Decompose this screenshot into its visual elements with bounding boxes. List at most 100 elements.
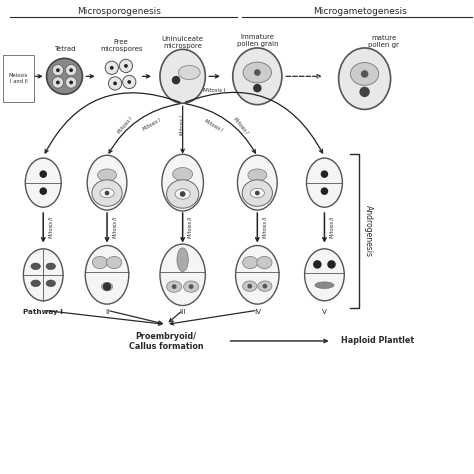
Circle shape <box>110 66 114 70</box>
Ellipse shape <box>31 280 40 287</box>
Ellipse shape <box>257 256 272 269</box>
Ellipse shape <box>160 244 205 306</box>
Circle shape <box>361 70 368 78</box>
Ellipse shape <box>307 158 342 207</box>
Ellipse shape <box>258 281 272 292</box>
Ellipse shape <box>175 189 190 199</box>
Circle shape <box>123 75 136 89</box>
Text: Mitosis II: Mitosis II <box>263 217 268 238</box>
Ellipse shape <box>242 180 273 206</box>
Text: Haploid Plantlet: Haploid Plantlet <box>341 337 414 346</box>
Circle shape <box>180 191 185 197</box>
Text: Pathway I: Pathway I <box>23 309 63 315</box>
Circle shape <box>105 61 118 74</box>
Text: Mitosis I: Mitosis I <box>203 118 223 132</box>
Ellipse shape <box>177 248 188 272</box>
FancyBboxPatch shape <box>3 55 34 102</box>
Text: Microsporogenesis: Microsporogenesis <box>77 7 161 16</box>
Ellipse shape <box>101 283 113 291</box>
Circle shape <box>124 64 128 68</box>
Circle shape <box>247 284 252 289</box>
Text: Mitosis I: Mitosis I <box>142 118 162 132</box>
Ellipse shape <box>160 49 205 103</box>
Circle shape <box>65 64 77 76</box>
Circle shape <box>113 82 117 85</box>
Circle shape <box>52 64 64 76</box>
Circle shape <box>313 260 321 269</box>
Text: III: III <box>180 309 186 315</box>
Ellipse shape <box>248 169 267 181</box>
Ellipse shape <box>233 48 282 105</box>
Circle shape <box>254 69 261 76</box>
Text: Microgametogenesis: Microgametogenesis <box>313 7 407 16</box>
Circle shape <box>255 191 260 195</box>
Circle shape <box>189 284 193 289</box>
Ellipse shape <box>237 155 277 210</box>
Text: Androgenesis: Androgenesis <box>364 205 373 257</box>
Text: Free
microspores: Free microspores <box>100 39 143 52</box>
Text: Uninulceate
microspore: Uninulceate microspore <box>162 36 204 49</box>
Ellipse shape <box>250 188 264 198</box>
Circle shape <box>103 283 111 291</box>
Ellipse shape <box>305 249 344 301</box>
Ellipse shape <box>87 155 127 210</box>
Text: Mitosis I: Mitosis I <box>232 116 249 135</box>
Circle shape <box>320 187 328 195</box>
Ellipse shape <box>92 256 108 269</box>
Ellipse shape <box>92 180 122 206</box>
Ellipse shape <box>183 281 199 292</box>
Circle shape <box>65 77 77 88</box>
Text: Proembryoid/
Callus formation: Proembryoid/ Callus formation <box>129 331 203 351</box>
Text: V: V <box>322 309 327 315</box>
Text: Mitosis II: Mitosis II <box>49 217 54 238</box>
Circle shape <box>253 84 262 92</box>
Ellipse shape <box>166 281 182 292</box>
Ellipse shape <box>107 256 122 269</box>
Ellipse shape <box>25 158 61 207</box>
Ellipse shape <box>243 62 272 83</box>
Ellipse shape <box>46 263 55 270</box>
Ellipse shape <box>315 282 334 289</box>
Circle shape <box>119 59 133 73</box>
Text: Mitosis I: Mitosis I <box>203 88 226 93</box>
Circle shape <box>109 77 122 90</box>
Ellipse shape <box>236 246 279 304</box>
Ellipse shape <box>98 169 117 181</box>
Ellipse shape <box>178 65 200 80</box>
Ellipse shape <box>100 188 114 198</box>
Circle shape <box>172 284 176 289</box>
Circle shape <box>359 87 370 97</box>
Ellipse shape <box>46 280 55 287</box>
Circle shape <box>56 81 60 84</box>
Circle shape <box>327 260 336 269</box>
Ellipse shape <box>162 155 203 211</box>
Circle shape <box>320 170 328 178</box>
Circle shape <box>46 58 82 94</box>
Circle shape <box>128 80 131 84</box>
Circle shape <box>69 81 73 84</box>
Text: Tetrad: Tetrad <box>54 46 75 52</box>
Circle shape <box>39 187 47 195</box>
Circle shape <box>39 170 47 178</box>
Ellipse shape <box>23 249 63 301</box>
Ellipse shape <box>31 263 40 270</box>
Ellipse shape <box>338 48 391 109</box>
Circle shape <box>52 77 64 88</box>
Ellipse shape <box>166 180 199 208</box>
Ellipse shape <box>243 256 258 269</box>
Ellipse shape <box>173 167 192 181</box>
Text: Mitosis I: Mitosis I <box>118 116 134 135</box>
Circle shape <box>56 68 60 72</box>
Text: Mitosis II: Mitosis II <box>113 217 118 238</box>
Circle shape <box>172 76 180 84</box>
Text: IV: IV <box>254 309 261 315</box>
Circle shape <box>263 284 267 289</box>
Text: Mitosis II: Mitosis II <box>330 217 335 238</box>
Text: II: II <box>105 309 109 315</box>
Ellipse shape <box>350 63 379 85</box>
Ellipse shape <box>85 246 129 304</box>
Circle shape <box>69 68 73 72</box>
Circle shape <box>105 191 109 195</box>
Text: mature
pollen gr: mature pollen gr <box>368 35 399 48</box>
Text: Meiosis
I and II: Meiosis I and II <box>9 73 28 84</box>
